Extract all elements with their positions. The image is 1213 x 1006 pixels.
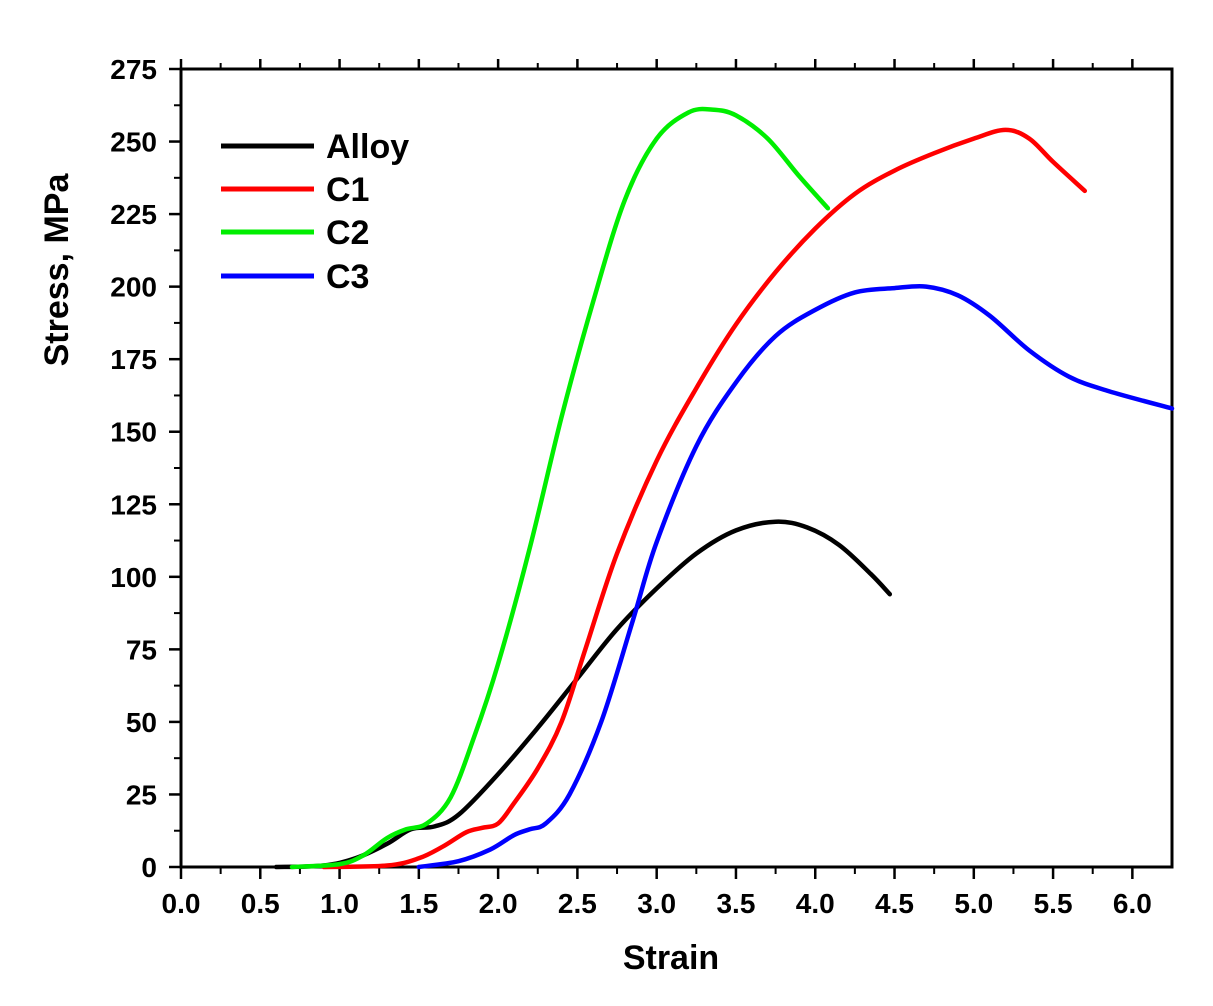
series-line-c1 (321, 127, 1088, 870)
x-tick-label: 5.0 (954, 888, 993, 919)
x-tick-label: 3.5 (716, 888, 755, 919)
x-tick-label: 6.0 (1113, 888, 1152, 919)
x-tick-label: 5.5 (1034, 888, 1073, 919)
x-tick-label: 1.0 (320, 888, 359, 919)
legend-label-alloy: Alloy (326, 128, 409, 166)
axis-ticks (169, 59, 1134, 879)
x-tick-label: 2.0 (479, 888, 518, 919)
series-line-c3 (416, 283, 1175, 870)
x-tick-label: 1.5 (399, 888, 438, 919)
legend-item-c1: C1 (221, 171, 369, 209)
x-tick-label: 4.0 (796, 888, 835, 919)
x-tick-label: 0.0 (162, 888, 201, 919)
series-line-c2 (289, 106, 831, 870)
legend-item-c2: C2 (221, 214, 369, 252)
x-tick-label: 3.0 (637, 888, 676, 919)
y-tick-label: 50 (126, 707, 157, 738)
y-tick-label: 100 (110, 562, 157, 593)
y-tick-label: 0 (141, 852, 157, 883)
legend-label-c2: C2 (326, 214, 369, 252)
y-tick-label: 75 (126, 634, 157, 665)
x-tick-label: 0.5 (241, 888, 280, 919)
legend: Alloy C1 C2 C3 (221, 128, 409, 296)
x-tick-label: 4.5 (875, 888, 914, 919)
y-tick-labels: 0 25 50 75 100 125 150 175 200 225 250 275 (110, 54, 157, 883)
legend-item-c3: C3 (221, 258, 369, 296)
y-tick-label: 25 (126, 779, 157, 810)
legend-item-alloy: Alloy (221, 128, 409, 166)
y-axis-title: Stress, MPa (38, 173, 76, 367)
y-tick-label: 175 (110, 344, 157, 375)
data-series (273, 106, 1175, 870)
y-tick-label: 150 (110, 417, 157, 448)
y-tick-label: 225 (110, 199, 157, 230)
x-axis-title: Strain (623, 939, 719, 977)
y-tick-label: 200 (110, 272, 157, 303)
x-tick-label: 2.5 (558, 888, 597, 919)
y-tick-label: 250 (110, 127, 157, 158)
legend-label-c3: C3 (326, 258, 369, 296)
y-tick-label: 125 (110, 489, 157, 520)
y-tick-label: 275 (110, 54, 157, 85)
series-line-alloy (273, 519, 893, 870)
legend-label-c1: C1 (326, 171, 369, 209)
x-tick-labels: 0.0 0.5 1.0 1.5 2.0 2.5 3.0 3.5 4.0 4.5 5.0 5.5 6.0 (162, 888, 1152, 919)
